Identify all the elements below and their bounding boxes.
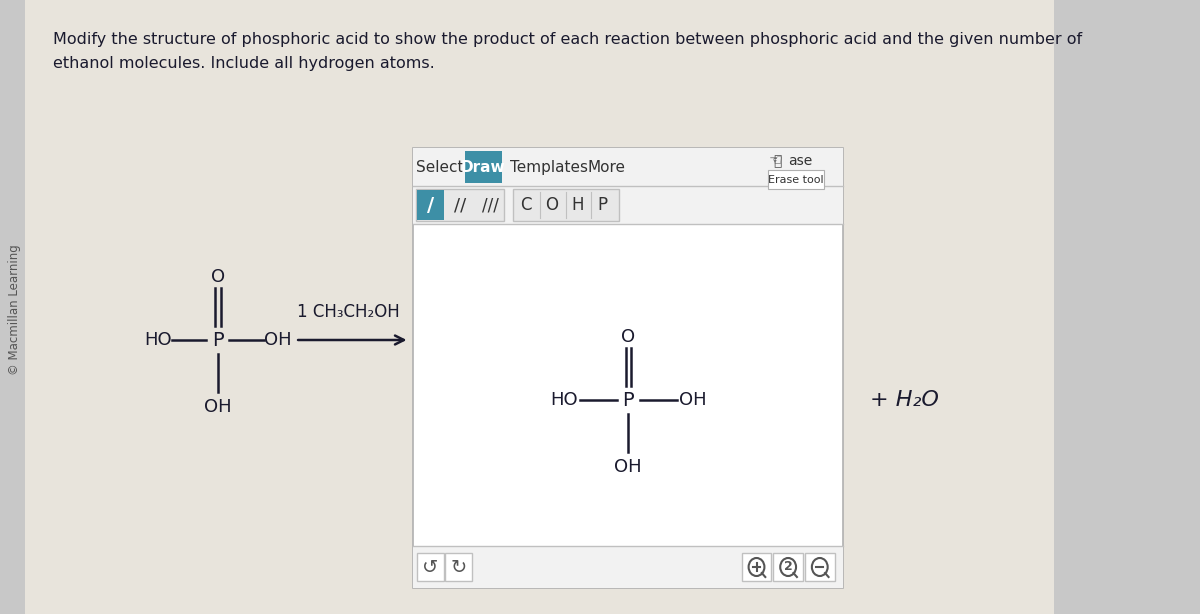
FancyBboxPatch shape <box>413 148 844 186</box>
FancyBboxPatch shape <box>742 553 772 581</box>
FancyBboxPatch shape <box>413 148 844 588</box>
Text: ethanol molecules. Include all hydrogen atoms.: ethanol molecules. Include all hydrogen … <box>53 56 434 71</box>
Text: Erase tool: Erase tool <box>768 174 824 184</box>
FancyBboxPatch shape <box>773 553 803 581</box>
FancyBboxPatch shape <box>768 170 824 189</box>
Text: O: O <box>211 268 224 286</box>
FancyBboxPatch shape <box>413 186 844 224</box>
Text: /: / <box>427 195 434 214</box>
Text: 2: 2 <box>784 561 792 573</box>
Text: C: C <box>521 196 532 214</box>
Text: Templates: Templates <box>510 160 588 174</box>
FancyBboxPatch shape <box>418 553 444 581</box>
Text: P: P <box>598 196 608 214</box>
FancyBboxPatch shape <box>464 151 502 183</box>
FancyBboxPatch shape <box>445 553 472 581</box>
FancyBboxPatch shape <box>25 0 1055 614</box>
Text: © Macmillan Learning: © Macmillan Learning <box>8 244 22 375</box>
Text: Select: Select <box>415 160 463 174</box>
Text: Modify the structure of phosphoric acid to show the product of each reaction bet: Modify the structure of phosphoric acid … <box>53 32 1082 47</box>
Text: More: More <box>587 160 625 174</box>
Text: + H₂O: + H₂O <box>870 390 938 410</box>
Text: P: P <box>212 330 223 349</box>
Text: //: // <box>455 196 467 214</box>
FancyBboxPatch shape <box>416 189 504 221</box>
FancyBboxPatch shape <box>418 190 444 220</box>
Text: P: P <box>623 391 634 410</box>
Text: O: O <box>622 328 635 346</box>
Text: 1 CH₃CH₂OH: 1 CH₃CH₂OH <box>296 303 400 321</box>
Text: ase: ase <box>788 154 812 168</box>
FancyBboxPatch shape <box>413 546 844 588</box>
Text: ☜: ☜ <box>769 154 782 168</box>
Text: OH: OH <box>678 391 706 409</box>
Text: 👍: 👍 <box>774 154 781 168</box>
Text: H: H <box>571 196 583 214</box>
Text: HO: HO <box>551 391 578 409</box>
Text: O: O <box>545 196 558 214</box>
FancyBboxPatch shape <box>514 189 618 221</box>
FancyArrowPatch shape <box>298 336 404 344</box>
Text: HO: HO <box>144 331 172 349</box>
Text: OH: OH <box>264 331 292 349</box>
Text: ↻: ↻ <box>450 558 467 577</box>
Text: OH: OH <box>204 398 232 416</box>
Text: ///: /// <box>482 196 499 214</box>
Text: Draw: Draw <box>461 160 505 174</box>
Text: OH: OH <box>614 458 642 476</box>
FancyBboxPatch shape <box>805 553 835 581</box>
Text: ↺: ↺ <box>422 558 439 577</box>
